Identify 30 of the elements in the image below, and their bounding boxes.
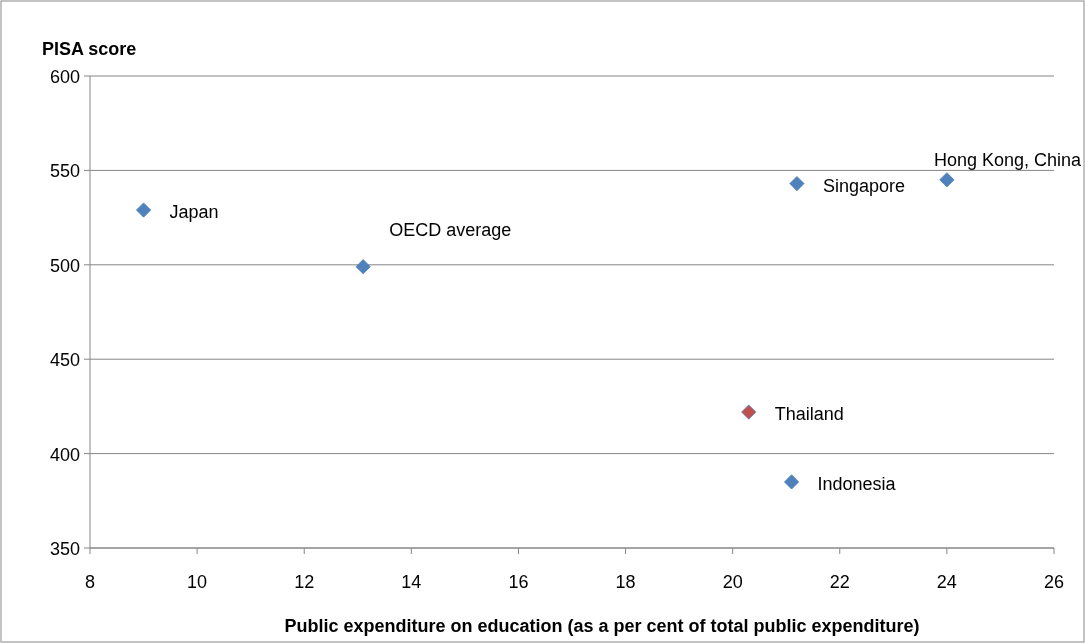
y-tick-label: 600 <box>49 67 80 87</box>
y-tick-label: 350 <box>49 539 80 559</box>
x-tick-label: 22 <box>829 572 850 592</box>
x-tick-label: 20 <box>722 572 743 592</box>
x-axis-title: Public expenditure on education (as a per cent of total public expenditure) <box>284 616 920 636</box>
y-tick-label: 400 <box>49 444 80 465</box>
x-tick-label: 16 <box>508 572 529 592</box>
x-tick-label: 26 <box>1043 572 1065 592</box>
point <box>136 202 152 218</box>
point <box>939 172 955 188</box>
x-tick-label: 8 <box>84 572 96 592</box>
annotation: Singapore <box>822 175 906 196</box>
annotation: Hong Kong, China <box>933 149 1082 170</box>
x-tick-label: 14 <box>401 572 422 592</box>
y-tick-label: 550 <box>49 161 80 182</box>
point <box>355 259 371 275</box>
point <box>741 404 757 420</box>
annotation: Thailand <box>774 404 844 425</box>
y-tick-label: 500 <box>49 255 80 276</box>
y-axis-title: PISA score <box>42 39 137 59</box>
x-tick-label: 18 <box>615 572 636 592</box>
point <box>789 176 805 192</box>
point <box>784 474 800 490</box>
x-tick-label: 12 <box>294 572 315 592</box>
annotation: Indonesia <box>817 473 897 494</box>
y-tick-label: 450 <box>49 350 80 371</box>
annotation: OECD average <box>389 219 512 240</box>
annotation: Japan <box>169 202 219 223</box>
x-tick-label: 10 <box>187 572 208 592</box>
x-tick-label: 24 <box>936 572 957 592</box>
